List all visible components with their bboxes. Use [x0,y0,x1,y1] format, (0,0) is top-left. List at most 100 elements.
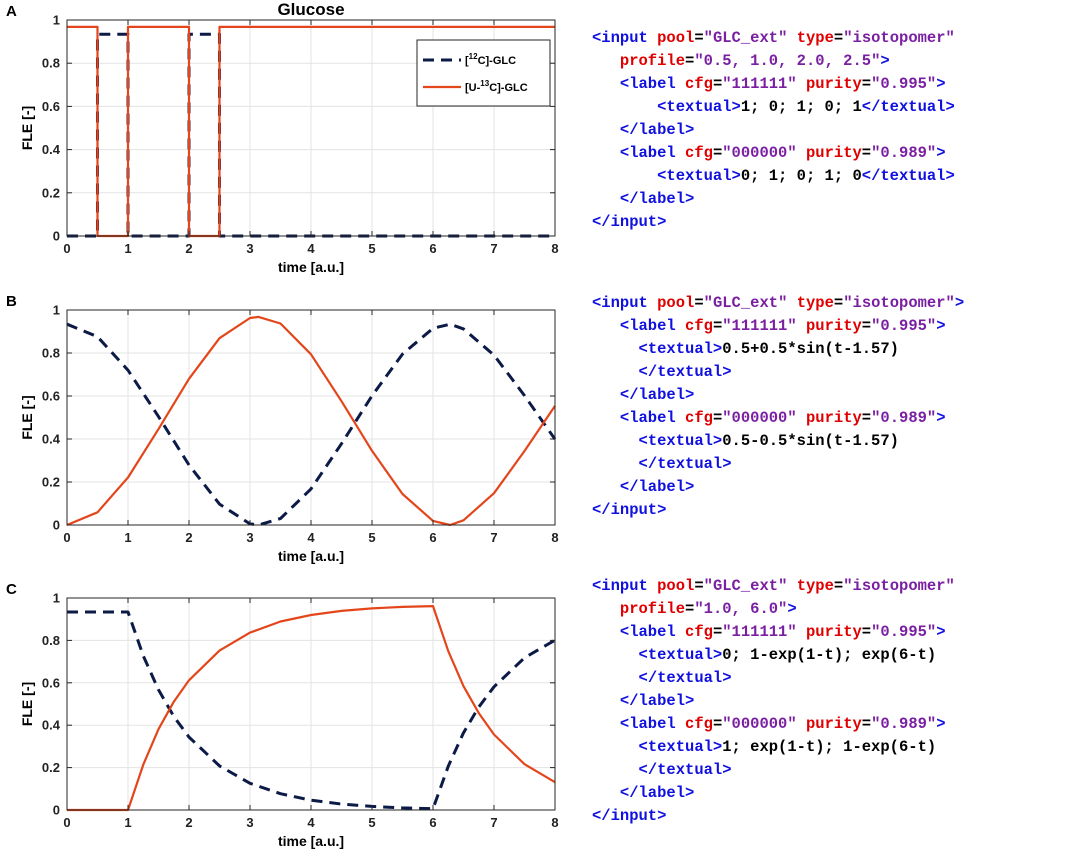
code-token-txt [592,363,639,381]
code-token-txt: = [694,29,704,47]
series-13c-line [67,25,555,238]
y-tick-label: 0.6 [42,389,60,404]
code-token-tag: <label [619,75,686,93]
code-token-tag: <label [619,409,686,427]
y-axis-label: FLE [-] [19,106,35,150]
code-token-tag: </label> [619,784,695,802]
code-line: </textual> [592,361,964,384]
code-token-txt: = [685,52,695,70]
code-token-txt: 0.5-0.5*sin(t-1.57) [722,432,899,450]
code-token-tag: </textual> [638,455,732,473]
code-token-tag: <label [619,623,686,641]
code-token-txt: = [861,317,872,335]
code-token-txt: = [712,409,723,427]
code-token-txt: 0; 1-exp(1-t); exp(6-t) [722,646,937,664]
code-token-val: "000000" [722,409,797,427]
x-tick-label: 8 [551,241,558,256]
x-tick-label: 1 [124,815,131,830]
code-token-txt: = [712,317,723,335]
code-token-tag: </label> [619,190,695,208]
code-line: <textual>0.5-0.5*sin(t-1.57) [592,430,964,453]
code-token-txt: 1; exp(1-t); 1-exp(6-t) [722,738,937,756]
code-token-txt: = [694,577,704,595]
legend-box [416,39,551,107]
code-token-tag: <input [592,29,658,47]
code-token-txt: = [833,577,844,595]
x-tick-label: 2 [185,241,192,256]
code-token-attr: profile [619,600,686,618]
code-token-txt [592,190,620,208]
x-tick-label: 5 [368,815,375,830]
code-token-txt: = [712,715,723,733]
code-token-txt [787,294,796,312]
x-tick-label: 6 [429,241,436,256]
code-token-txt [797,715,806,733]
code-token-val: "000000" [722,144,797,162]
code-token-tag: > [954,294,965,312]
code-token-txt [592,600,620,618]
code-token-txt: = [861,144,872,162]
code-token-tag: </textual> [638,669,732,687]
x-tick-label: 1 [124,241,131,256]
code-token-tag: > [936,144,946,162]
code-token-attr: pool [657,29,695,47]
code-token-txt [592,317,620,335]
legend-entry-label: [U-13C]-GLC [465,79,528,94]
code-token-txt [592,478,620,496]
x-axis-label: time [a.u.] [278,833,344,849]
code-token-attr: pool [657,577,695,595]
code-token-txt: = [861,715,872,733]
code-token-txt: = [694,294,704,312]
code-token-txt: = [833,294,844,312]
code-token-tag: <input [592,294,658,312]
x-tick-label: 4 [307,530,315,545]
code-line: <label cfg="111111" purity="0.995"> [592,73,955,96]
code-token-val: "111111" [722,317,797,335]
code-token-tag: > [936,409,946,427]
code-token-val: "0.995" [871,75,937,93]
x-tick-label: 3 [246,241,253,256]
code-token-txt [797,75,806,93]
x-tick-label: 4 [307,815,315,830]
code-line: </label> [592,384,964,407]
code-token-attr: cfg [685,75,713,93]
y-tick-label: 0.2 [42,185,60,200]
code-token-txt [797,623,806,641]
code-token-val: "1.0, 6.0" [694,600,788,618]
code-token-val: "GLC_ext" [703,29,788,47]
xml-code-block-c: <input pool="GLC_ext" type="isotopomer" … [592,575,955,828]
y-tick-label: 0.8 [42,56,60,71]
code-token-val: "0.995" [871,317,937,335]
code-token-txt: = [833,29,844,47]
code-token-tag: > [936,623,946,641]
chart-panel-a: A 0 1 2 3 4 5 6 7 8 0 0.2 0.4 0.6 0.8 1 time [a.u.] FLE [… [6,0,559,275]
code-line: <textual>1; 0; 1; 0; 1</textual> [592,96,955,119]
y-tick-label: 1 [53,303,60,318]
code-token-tag: > [936,715,946,733]
x-tick-label: 8 [551,815,558,830]
code-token-txt: = [712,144,723,162]
code-token-txt [592,340,639,358]
code-token-txt [592,52,620,70]
code-line: <label cfg="000000" purity="0.989"> [592,407,964,430]
code-line: profile="0.5, 1.0, 2.0, 2.5"> [592,50,955,73]
x-tick-label: 7 [490,815,497,830]
code-token-txt [592,98,657,116]
x-tick-label: 7 [490,241,497,256]
code-line: <label cfg="000000" purity="0.989"> [592,142,955,165]
code-token-tag: > [936,317,946,335]
code-token-txt [797,144,806,162]
x-tick-label: 6 [429,815,436,830]
code-line: </label> [592,119,955,142]
code-token-txt [592,455,639,473]
code-line: </input> [592,805,955,828]
code-token-tag: > [936,75,946,93]
x-axis-label: time [a.u.] [278,548,344,564]
x-axis-label: time [a.u.] [278,259,344,275]
code-token-val: "111111" [722,623,797,641]
code-token-tag: </textual> [861,167,955,185]
code-line: <label cfg="111111" purity="0.995"> [592,315,964,338]
code-token-txt [592,784,620,802]
code-token-txt [592,167,657,185]
code-token-tag: <textual> [638,432,723,450]
